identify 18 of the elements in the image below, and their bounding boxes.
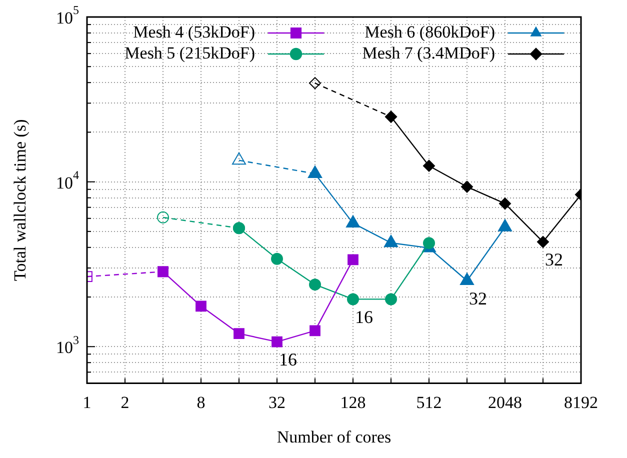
- x-tick-label: 1: [82, 392, 92, 412]
- annotation: 32: [469, 288, 487, 308]
- annotation: 16: [279, 350, 297, 370]
- x-tick-label: 512: [416, 392, 442, 412]
- x-tick-label: 32: [268, 392, 286, 412]
- x-tick-label: 2: [120, 392, 130, 412]
- y-axis-title: Total wallclock time (s): [10, 119, 30, 281]
- x-tick-label: 2048: [488, 392, 522, 412]
- x-tick-label: 8192: [564, 392, 598, 412]
- legend-label: Mesh 6 (860kDoF): [364, 22, 495, 42]
- x-axis-title: Number of cores: [276, 427, 392, 446]
- annotation: 16: [355, 306, 373, 327]
- legend-label: Mesh 4 (53kDoF): [133, 22, 255, 42]
- legend-label: Mesh 5 (215kDoF): [124, 43, 255, 62]
- legend-label: Mesh 7 (3.4MDoF): [362, 43, 495, 62]
- annotation: 32: [545, 250, 563, 270]
- x-tick-label: 128: [340, 392, 366, 412]
- x-tick-label: 8: [196, 392, 206, 412]
